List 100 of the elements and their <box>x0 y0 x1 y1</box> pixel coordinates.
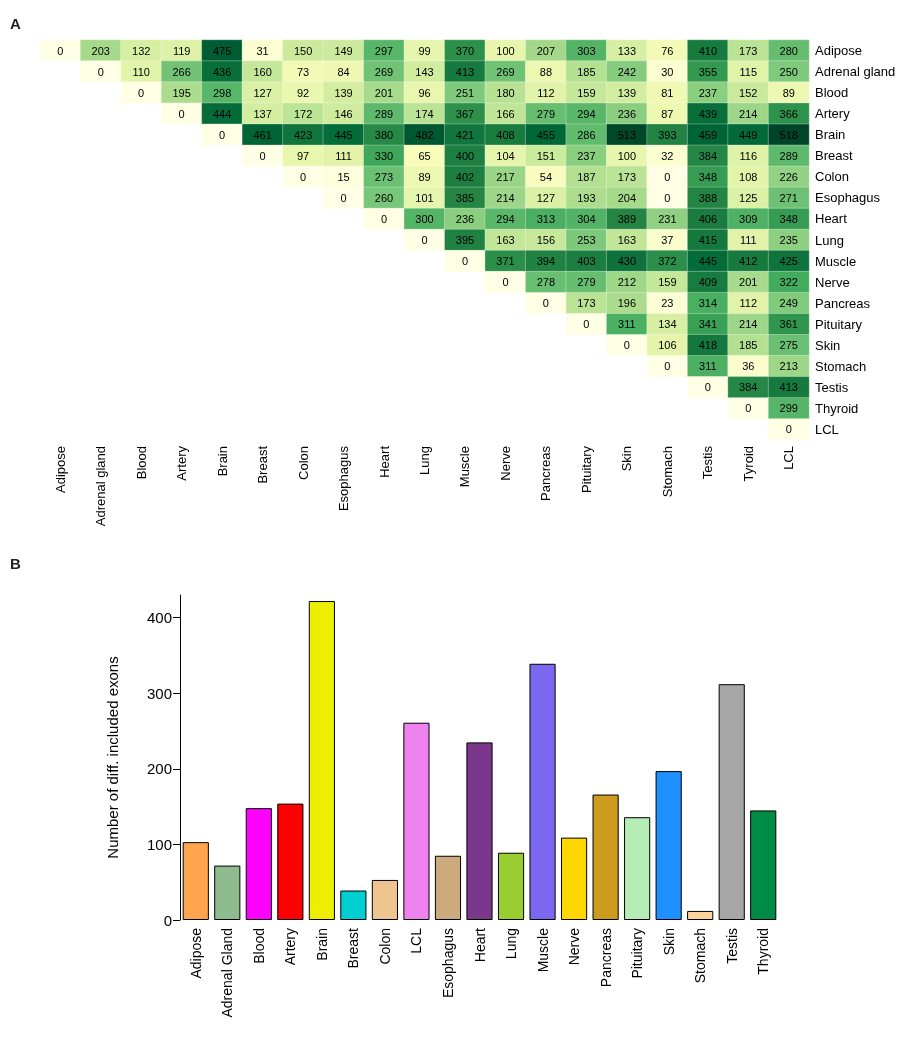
data-label: 100 <box>496 44 515 57</box>
data-label: 0 <box>704 381 711 394</box>
data-label: 408 <box>496 128 515 141</box>
data-label: 76 <box>661 44 674 57</box>
data-label: 380 <box>374 128 394 141</box>
y-tick-label: Stomach <box>815 358 867 374</box>
data-label: 251 <box>455 86 475 99</box>
data-label: 0 <box>623 339 630 352</box>
data-label: 0 <box>542 297 549 310</box>
bar <box>466 742 493 920</box>
x-tick-label: Adrenal Gland <box>219 928 236 1018</box>
data-label: 348 <box>779 212 798 225</box>
data-label: 31 <box>256 44 269 57</box>
y-tick-label: 0 <box>163 911 172 929</box>
bar <box>403 722 430 920</box>
data-label: 355 <box>698 65 717 78</box>
bar <box>529 663 556 920</box>
data-label: 54 <box>539 170 553 183</box>
data-label: 127 <box>253 86 272 99</box>
y-tick-label: Lung <box>815 232 844 248</box>
x-tick-label: Artery <box>282 928 299 966</box>
data-label: 410 <box>698 44 717 57</box>
data-label: 196 <box>617 297 637 310</box>
data-label: 0 <box>138 86 145 99</box>
data-label: 249 <box>779 297 798 310</box>
data-label: 311 <box>699 360 717 373</box>
data-label: 139 <box>617 86 637 99</box>
data-label: 406 <box>698 212 717 225</box>
data-label: 163 <box>617 234 637 246</box>
data-label: 0 <box>461 255 469 268</box>
x-tick-label: LCL <box>408 927 425 954</box>
x-tick-label: Adrenal gland <box>93 446 109 527</box>
data-label: 0 <box>664 170 671 183</box>
data-label: 156 <box>536 234 556 246</box>
data-label: 0 <box>219 128 226 141</box>
data-label: 269 <box>374 65 394 78</box>
data-label: 0 <box>785 423 792 436</box>
y-tick-label: Breast <box>815 148 853 164</box>
data-label: 269 <box>496 65 515 78</box>
x-tick-label: Pancreas <box>538 445 554 501</box>
x-tick-label: Skin <box>660 928 677 956</box>
x-tick-label: Colon <box>295 446 311 480</box>
x-tick-label: Muscle <box>534 927 551 973</box>
y-axis-title: Number of diff. included exons <box>104 656 121 859</box>
data-label: 385 <box>455 191 475 204</box>
y-tick-label: 100 <box>146 835 172 853</box>
data-label: 389 <box>617 212 637 225</box>
data-label: 185 <box>577 65 596 78</box>
data-label: 0 <box>502 276 509 289</box>
data-label: 73 <box>296 65 310 78</box>
data-label: 423 <box>293 128 313 141</box>
data-label: 303 <box>577 44 596 57</box>
data-label: 330 <box>374 149 394 162</box>
data-label: 0 <box>380 212 388 225</box>
data-label: 294 <box>496 212 515 225</box>
data-label: 207 <box>536 44 556 57</box>
bar <box>655 771 682 920</box>
data-label: 134 <box>658 318 677 331</box>
data-label: 201 <box>374 86 394 99</box>
data-label: 187 <box>577 170 596 183</box>
data-label: 201 <box>739 276 758 289</box>
data-label: 418 <box>698 339 717 352</box>
data-label: 0 <box>664 191 671 204</box>
y-tick-label: Pituitary <box>815 316 863 332</box>
data-label: 150 <box>293 44 313 57</box>
data-label: 146 <box>334 107 353 120</box>
data-label: 413 <box>779 381 798 394</box>
data-label: 348 <box>698 170 717 183</box>
data-label: 213 <box>779 360 798 373</box>
data-label: 81 <box>661 86 674 99</box>
data-label: 403 <box>577 255 596 268</box>
data-label: 393 <box>658 128 677 141</box>
y-tick-label: Adipose <box>815 43 862 59</box>
x-tick-label: Testis <box>723 928 740 964</box>
data-label: 395 <box>455 234 475 246</box>
x-tick-label: Heart <box>471 927 488 963</box>
data-label: 0 <box>421 234 428 246</box>
data-label: 311 <box>618 318 636 331</box>
data-label: 425 <box>779 255 798 268</box>
data-label: 0 <box>57 44 64 57</box>
data-label: 279 <box>577 276 596 289</box>
data-label: 36 <box>742 360 755 373</box>
data-label: 260 <box>374 191 394 204</box>
data-label: 0 <box>745 402 752 415</box>
data-label: 160 <box>253 65 272 78</box>
data-label: 23 <box>661 297 674 310</box>
x-tick-label: Nerve <box>566 927 583 966</box>
data-label: 409 <box>698 276 717 289</box>
data-label: 139 <box>334 86 353 99</box>
data-label: 173 <box>617 170 637 183</box>
data-label: 449 <box>739 128 758 141</box>
data-label: 0 <box>583 318 590 331</box>
data-label: 388 <box>698 191 717 204</box>
data-label: 92 <box>296 86 310 99</box>
y-tick-label: Testis <box>815 379 849 395</box>
x-tick-label: Lung <box>503 928 520 960</box>
data-label: 104 <box>496 149 515 162</box>
data-label: 174 <box>415 107 434 120</box>
bar <box>245 808 272 920</box>
data-label: 413 <box>455 65 475 78</box>
